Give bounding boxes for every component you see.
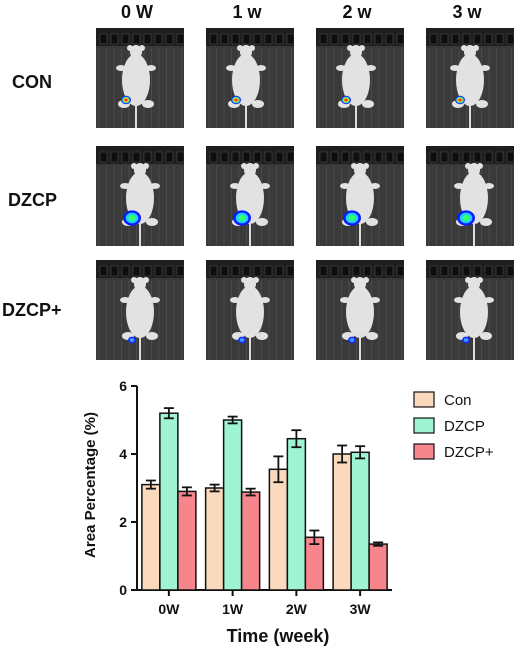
imaging-panel xyxy=(426,146,514,246)
imaging-panel xyxy=(316,260,404,360)
column-label-1w: 1 w xyxy=(232,2,262,22)
bar xyxy=(177,490,197,591)
bar xyxy=(141,483,161,591)
bar xyxy=(332,453,352,591)
bar xyxy=(268,468,289,591)
bar xyxy=(204,487,225,591)
y-axis-label: Area Percentage (%) xyxy=(82,412,99,558)
bar xyxy=(368,543,388,591)
area-percentage-bar-chart: 0 2 4 6 0W 1W 2W 3W Con DZCP DZCP+ Area Percentag… xyxy=(82,378,494,646)
bar xyxy=(159,412,179,591)
imaging-panel xyxy=(206,28,294,128)
y-tick-label: 0 xyxy=(119,582,127,598)
imaging-panel xyxy=(96,260,184,360)
imaging-panel xyxy=(426,28,514,128)
imaging-panel xyxy=(316,28,404,128)
legend-label: DZCP xyxy=(444,418,485,435)
x-tick-label: 1W xyxy=(222,601,244,617)
y-tick-label: 4 xyxy=(119,446,127,462)
x-axis-label: Time (week) xyxy=(227,626,330,646)
imaging-panel xyxy=(206,260,294,360)
legend-label: DZCP+ xyxy=(444,444,494,461)
column-label-2w: 2 w xyxy=(342,2,372,22)
x-tick-label: 2W xyxy=(286,601,308,617)
bar xyxy=(304,536,325,591)
legend-swatch xyxy=(413,443,435,460)
legend-label: Con xyxy=(444,392,472,409)
imaging-panel xyxy=(316,146,404,246)
chart-bars xyxy=(141,407,388,591)
x-tick-label: 0W xyxy=(158,601,180,617)
legend-swatch xyxy=(413,391,435,408)
imaging-panel xyxy=(96,146,184,246)
legend-swatch xyxy=(413,417,435,434)
bar xyxy=(350,451,370,591)
bar xyxy=(240,491,261,591)
bar xyxy=(222,419,243,591)
imaging-panel xyxy=(206,146,294,246)
bar xyxy=(286,437,307,591)
column-label-0w: 0 W xyxy=(120,2,153,22)
row-label-con: CON xyxy=(12,72,52,92)
y-tick-label: 2 xyxy=(119,514,127,530)
column-label-3w: 3 w xyxy=(452,2,482,22)
imaging-panel xyxy=(96,28,184,128)
imaging-panel xyxy=(426,260,514,360)
chart-legend: Con DZCP DZCP+ xyxy=(413,391,494,461)
x-tick-label: 3W xyxy=(350,601,372,617)
y-tick-label: 6 xyxy=(119,378,127,394)
row-label-dzcp: DZCP xyxy=(8,190,57,210)
row-label-dzcp-plus: DZCP+ xyxy=(2,300,62,320)
